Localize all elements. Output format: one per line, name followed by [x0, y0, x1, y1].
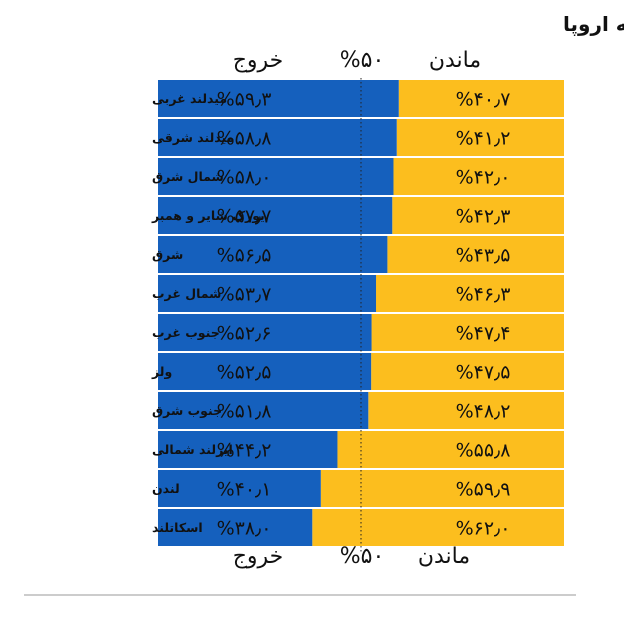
leave-header-top: خروج	[233, 48, 284, 73]
leave-bar	[158, 509, 313, 546]
leave-bar	[158, 470, 321, 507]
remain-value-label: %۴۰٫۷	[456, 89, 511, 111]
remain-value-label: %۵۹٫۹	[456, 479, 511, 501]
leave-value-label: %۵۸٫۸	[217, 128, 272, 150]
remain-bar	[376, 275, 564, 312]
category-label: لندن	[152, 481, 180, 496]
category-label: جنوب شرق	[152, 403, 222, 418]
remain-header-bottom: ماندن	[418, 544, 470, 569]
leave-value-label: %۳۸٫۰	[217, 518, 272, 540]
category-label: یورک شایر و همبر	[151, 208, 265, 223]
chart-title: پراکندگی رای به خروج از اتحادیه اروپا	[563, 12, 624, 37]
category-label: میدلند شرقی	[152, 130, 234, 145]
remain-value-label: %۴۶٫۳	[456, 284, 511, 306]
remain-value-label: %۴۳٫۵	[456, 245, 511, 267]
remain-bar	[371, 314, 564, 351]
remain-value-label: %۴۷٫۴	[456, 323, 511, 345]
leave-bar	[158, 197, 393, 234]
remain-value-label: %۴۱٫۲	[456, 128, 511, 150]
category-label: شرق	[152, 247, 183, 262]
remain-value-label: %۴۸٫۲	[456, 401, 511, 423]
leave-bar	[158, 431, 338, 468]
leave-value-label: %۵۲٫۵	[217, 362, 272, 384]
category-labels-group: میدلند غربی میدلند شرقی شمال شرق یورک شایر …	[151, 91, 265, 535]
value-labels-group: %۵۹٫۳ %۴۰٫۷ %۵۸٫۸ %۴۱٫۲ %۵۸٫۰ %۴۲٫۰ %۵۷٫۷ %۴۲٫۳…	[217, 89, 511, 540]
leave-value-label: %۵۷٫۷	[217, 206, 272, 228]
category-label: شمال شرق	[152, 169, 224, 184]
leave-value-label: %۵۱٫۸	[217, 401, 272, 423]
remain-bar	[393, 158, 564, 195]
leave-value-label: %۵۲٫۶	[217, 323, 272, 345]
category-label: ایرلند شمالی	[152, 442, 233, 457]
remain-bar	[387, 236, 564, 273]
remain-bar	[396, 119, 564, 156]
leave-header-bottom: خروج	[233, 544, 284, 569]
remain-value-label: %۵۵٫۸	[456, 440, 511, 462]
category-label: میدلند غربی	[152, 91, 227, 106]
leave-value-label: %۴۰٫۱	[217, 479, 272, 501]
leave-bar	[158, 80, 399, 117]
leave-bar	[158, 392, 369, 429]
remain-bar	[392, 197, 564, 234]
remain-header-top: ماندن	[429, 48, 481, 73]
remain-value-label: %۴۲٫۳	[456, 206, 511, 228]
leave-bar	[158, 236, 388, 273]
fifty-percent-header-bottom: %۵۰	[340, 544, 385, 569]
fifty-percent-header-top: %۵۰	[340, 48, 385, 73]
category-label: ولز	[151, 364, 172, 379]
remain-bar	[312, 509, 564, 546]
leave-value-label: %۴۴٫۲	[217, 440, 272, 462]
remain-bar	[398, 80, 564, 117]
leave-value-label: %۵۸٫۰	[217, 167, 272, 189]
remain-bar	[368, 392, 564, 429]
remain-value-label: %۴۲٫۰	[456, 167, 511, 189]
remain-value-label: %۶۲٫۰	[456, 518, 511, 540]
remain-bar	[371, 353, 564, 390]
category-label: شمال غرب	[152, 286, 221, 301]
leave-bar	[158, 119, 397, 156]
leave-value-label: %۵۶٫۵	[217, 245, 272, 267]
leave-bar	[158, 314, 372, 351]
remain-bar	[337, 431, 564, 468]
bars-group	[158, 80, 564, 546]
leave-bar	[158, 275, 377, 312]
leave-bar	[158, 353, 372, 390]
leave-bar	[158, 158, 394, 195]
remain-value-label: %۴۷٫۵	[456, 362, 511, 384]
leave-value-label: %۵۳٫۷	[217, 284, 272, 306]
remain-bar	[320, 470, 564, 507]
leave-value-label: %۵۹٫۳	[217, 89, 272, 111]
category-label: اسکاتلند	[152, 520, 203, 535]
category-label: جنوب غرب	[152, 325, 220, 340]
